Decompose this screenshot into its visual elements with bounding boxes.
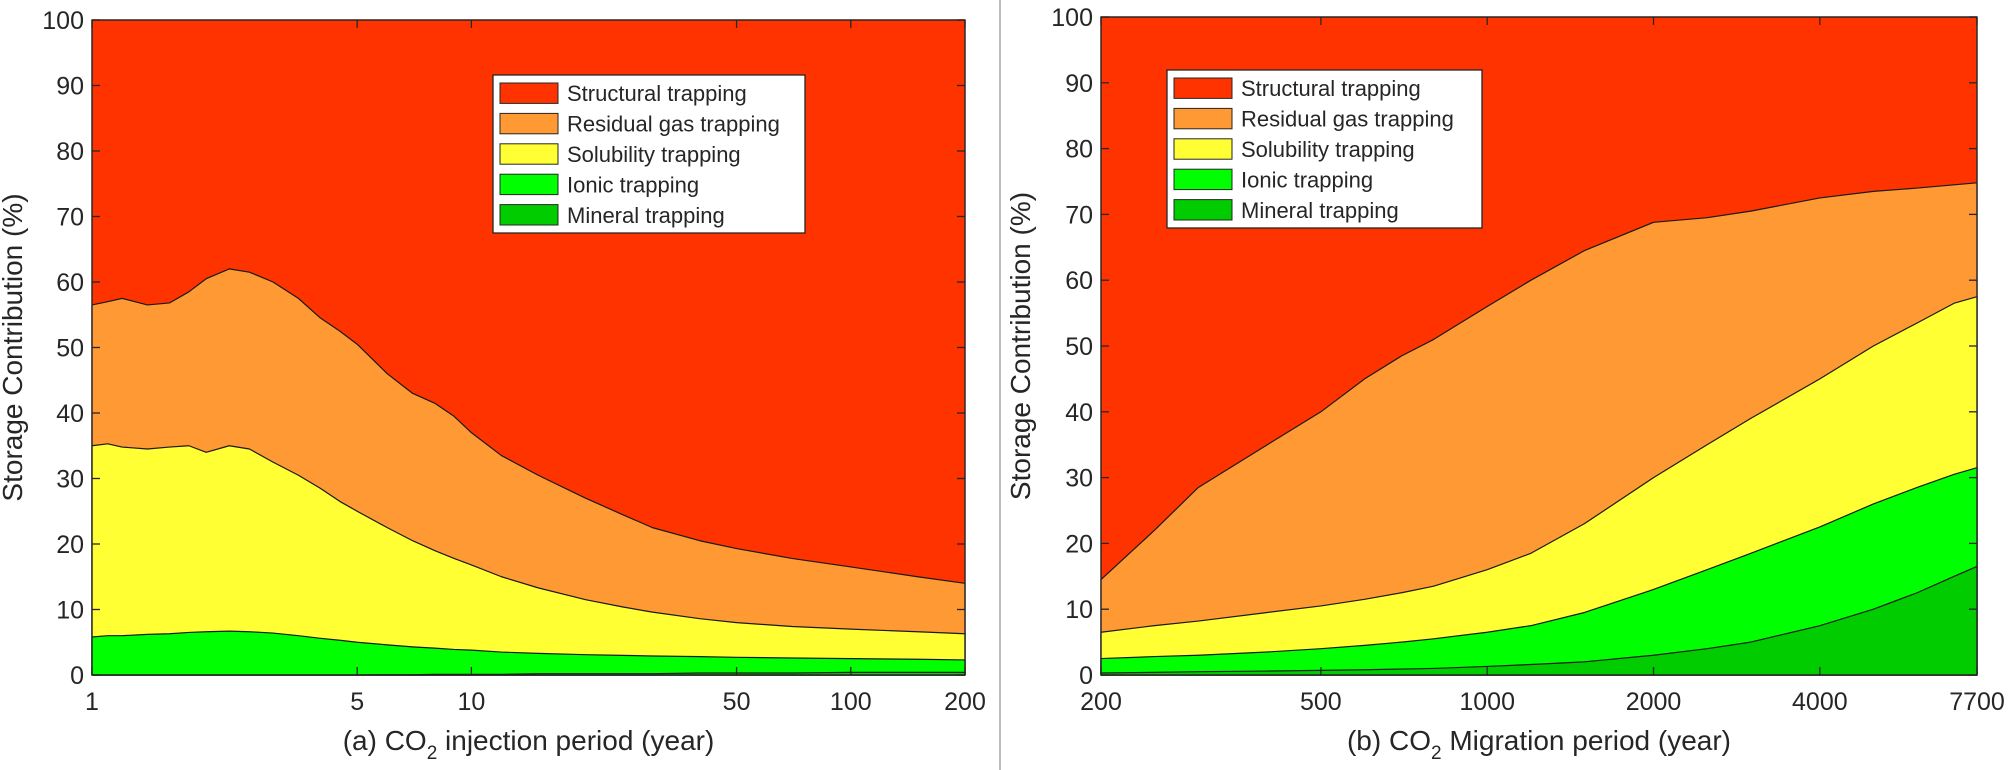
legend-label-ionic-trapping-a: Ionic trapping — [567, 172, 699, 197]
y-tick-label-b: 50 — [1065, 333, 1093, 361]
legend-label-mineral-trapping-b: Mineral trapping — [1241, 198, 1399, 223]
x-tick-label-b: 2000 — [1626, 688, 1682, 716]
x-tick-label-b: 4000 — [1792, 688, 1848, 716]
legend-swatch-mineral-trapping-a — [499, 204, 559, 226]
chart-panel-b: 0 10 20 30 40 50 60 70 80 90 100 200 500 1000 2000 4000… — [1005, 4, 2005, 764]
y-tick-label-b: 90 — [1065, 70, 1093, 98]
y-tick-label-b: 100 — [1051, 4, 1093, 32]
y-tick-label-b: 10 — [1065, 596, 1093, 624]
legend-swatch-ionic-trapping-b — [1173, 168, 1233, 191]
series-area-ionic-trapping-a — [91, 630, 966, 676]
legend-b: Structural trapping Residual gas trapping… — [1166, 69, 1483, 229]
legend-swatch-residual-gas-trapping-a — [499, 112, 559, 135]
y-tick-label-a: 10 — [56, 597, 84, 625]
y-tick-label-b: 70 — [1065, 201, 1093, 229]
legend-swatch-solubility-trapping-b — [1173, 138, 1233, 160]
legend-label-structural-trapping-a: Structural trapping — [567, 81, 747, 106]
y-tick-label-b: 80 — [1065, 136, 1093, 164]
y-tick-label-a: 0 — [70, 662, 84, 690]
legend-label-solubility-trapping-b: Solubility trapping — [1241, 137, 1415, 162]
legend-label-residual-gas-trapping-a: Residual gas trapping — [567, 112, 780, 137]
x-tick-label-b: 1000 — [1459, 688, 1515, 716]
x-axis-title-a: (a) CO2 injection period (year) — [343, 725, 715, 764]
legend-a: Structural trapping Residual gas trapping… — [492, 74, 806, 234]
x-tick-label-a: 50 — [723, 688, 751, 716]
series-area-ionic-trapping-b — [1100, 467, 1978, 676]
y-tick-label-b: 60 — [1065, 267, 1093, 295]
y-tick-label-b: 0 — [1079, 662, 1093, 690]
y-tick-label-a: 20 — [56, 531, 84, 559]
legend-label-residual-gas-trapping-b: Residual gas trapping — [1241, 107, 1454, 132]
y-axis-title-a: Storage Contribution (%) — [0, 193, 28, 501]
legend-swatch-residual-gas-trapping-b — [1173, 107, 1233, 130]
x-tick-label-a: 1 — [85, 688, 99, 716]
legend-label-solubility-trapping-a: Solubility trapping — [567, 142, 741, 167]
x-tick-label-a: 200 — [944, 688, 986, 716]
x-tick-label-a: 5 — [350, 688, 364, 716]
legend-label-mineral-trapping-a: Mineral trapping — [567, 203, 725, 228]
x-tick-label-a: 10 — [457, 688, 485, 716]
y-tick-label-a: 60 — [56, 269, 84, 297]
y-tick-label-a: 70 — [56, 204, 84, 232]
x-axis-title-b: (b) CO2 Migration period (year) — [1347, 725, 1731, 764]
y-axis-title-b: Storage Contribution (%) — [1005, 192, 1036, 500]
legend-swatch-structural-trapping-a — [499, 82, 559, 104]
y-tick-label-b: 40 — [1065, 399, 1093, 427]
y-tick-label-b: 30 — [1065, 465, 1093, 493]
y-tick-label-a: 90 — [56, 73, 84, 101]
chart-panel-a: 0 10 20 30 40 50 60 70 80 90 100 1 5 10 50 100 200 (a) CO… — [0, 7, 986, 764]
legend-swatch-solubility-trapping-a — [499, 143, 559, 165]
x-tick-label-b: 200 — [1080, 688, 1122, 716]
y-tick-label-b: 20 — [1065, 530, 1093, 558]
legend-swatch-structural-trapping-b — [1173, 77, 1233, 99]
y-tick-label-a: 80 — [56, 138, 84, 166]
x-tick-label-b: 7700 — [1949, 688, 2005, 716]
y-tick-label-a: 30 — [56, 466, 84, 494]
legend-swatch-ionic-trapping-a — [499, 173, 559, 196]
x-tick-label-b: 500 — [1300, 688, 1342, 716]
series-area-solubility-trapping-a — [91, 443, 966, 676]
legend-label-structural-trapping-b: Structural trapping — [1241, 76, 1421, 101]
y-tick-label-a: 50 — [56, 335, 84, 363]
y-tick-label-a: 40 — [56, 400, 84, 428]
x-tick-label-a: 100 — [830, 688, 872, 716]
legend-label-ionic-trapping-b: Ionic trapping — [1241, 167, 1373, 192]
y-tick-label-a: 100 — [42, 7, 84, 35]
legend-swatch-mineral-trapping-b — [1173, 199, 1233, 221]
series-area-mineral-trapping-b — [1100, 565, 1978, 676]
